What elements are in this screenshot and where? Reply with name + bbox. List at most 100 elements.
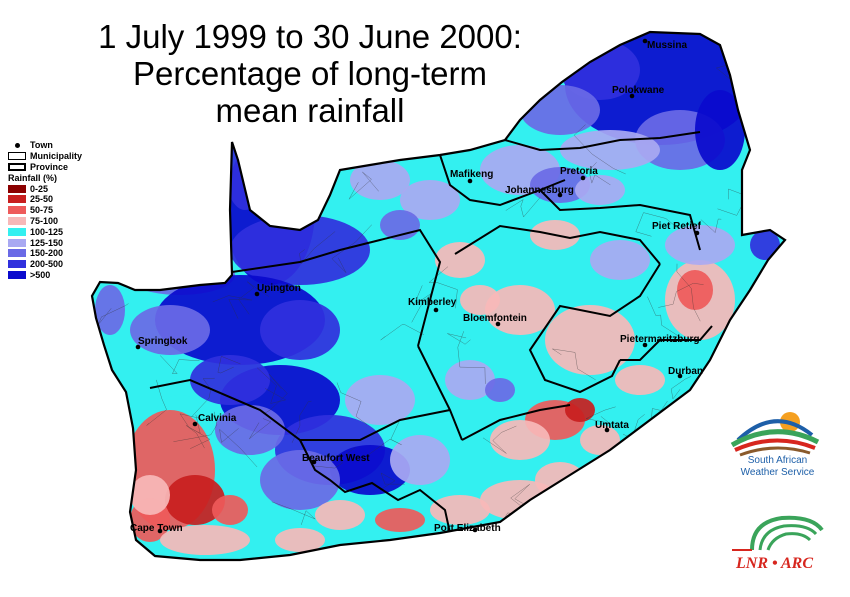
province-border [504, 131, 701, 152]
town-marker [135, 344, 141, 350]
legend-town: Town [8, 140, 118, 151]
legend-swatch [8, 227, 26, 236]
rain-zone [130, 305, 210, 355]
town-label: Springbok [138, 336, 188, 347]
town-marker [604, 427, 610, 433]
province-border [620, 325, 713, 361]
province-border [149, 378, 451, 441]
rain-zone [545, 305, 635, 375]
rain-zone [695, 90, 745, 170]
town-label: Piet Retief [652, 221, 702, 232]
municipality-line [647, 296, 683, 339]
province-border [454, 224, 661, 265]
rain-zone [260, 450, 340, 510]
municipality-line [219, 428, 258, 468]
rain-zone [160, 525, 250, 555]
town-marker [433, 307, 439, 313]
legend-class-label: 50-75 [30, 205, 54, 216]
legend-class-label: 125-150 [30, 237, 64, 248]
town-label: Beaufort West [302, 453, 370, 464]
rain-zone [215, 405, 285, 455]
legend-class-item: 100-125 [8, 226, 118, 237]
municipality-line [179, 413, 202, 434]
province-box-icon [8, 162, 26, 171]
municipality-line [314, 447, 356, 469]
province-border [528, 263, 661, 394]
rain-zone [230, 215, 370, 285]
rain-zone [435, 242, 485, 278]
title-line-2: Percentage of long-term [132, 55, 488, 92]
town-marker [629, 93, 635, 99]
arc-logo [732, 515, 824, 551]
municipality-line [146, 379, 167, 426]
legend-class-item: 25-50 [8, 194, 118, 205]
municipality-line [585, 406, 616, 424]
municipality-line [482, 425, 517, 454]
rain-zone [350, 160, 410, 200]
municipality-line [249, 418, 272, 440]
town-label: Mussina [647, 40, 687, 51]
town-label: Polokwane [612, 85, 665, 96]
legend-swatch [8, 195, 26, 204]
municipality-line [505, 197, 541, 218]
legend-class-label: >500 [30, 269, 51, 280]
municipality-line [299, 231, 336, 265]
legend-swatch [8, 216, 26, 225]
town-marker [642, 342, 648, 348]
legend-class-item: >500 [8, 270, 118, 281]
map-title: 1 July 1999 to 30 June 2000: Percentage … [60, 18, 560, 129]
arc-logo-text: LNR • ARC [735, 555, 814, 572]
municipality-line [368, 421, 402, 455]
rain-zone [260, 300, 340, 360]
legend-class-item: 125-150 [8, 237, 118, 248]
municipality-line [185, 425, 211, 449]
municipality-line [256, 367, 287, 404]
municipality-line [635, 212, 679, 237]
legend-swatch [8, 249, 26, 258]
municipality-line [380, 324, 425, 341]
town-marker [311, 459, 317, 465]
rain-zone [665, 225, 735, 265]
town-label: Bloemfontein [463, 313, 527, 324]
rain-zone [575, 175, 625, 205]
rain-zone [330, 445, 410, 495]
municipality-line [510, 483, 536, 511]
legend-swatch [8, 238, 26, 247]
municipality-line [447, 333, 471, 345]
municipality-line [238, 281, 269, 315]
town-label: Pretoria [560, 166, 598, 177]
rain-zone [375, 508, 425, 532]
town-marker [467, 178, 473, 184]
legend-swatch [8, 206, 26, 215]
town-marker [157, 528, 163, 534]
municipality-line [217, 355, 241, 374]
rain-zone [390, 435, 450, 485]
province-border [439, 154, 566, 207]
town-marker [254, 291, 260, 297]
legend-municipality-label: Municipality [30, 151, 83, 162]
legend-class-label: 150-200 [30, 248, 64, 259]
legend-province: Province [8, 162, 118, 173]
province-border [461, 404, 571, 441]
municipality-line [160, 355, 200, 374]
province-borders [149, 131, 713, 534]
rain-zone [400, 180, 460, 220]
rain-zone [750, 230, 780, 260]
title-line-3: mean rainfall [215, 92, 405, 129]
rain-zone [212, 495, 248, 525]
municipality-line [153, 210, 205, 225]
legend-municipality: Municipality [8, 151, 118, 162]
town-marker [192, 421, 198, 427]
legend-rainfall-heading-label: Rainfall (%) [8, 172, 58, 183]
legend-class-label: 75-100 [30, 215, 59, 226]
province-border [231, 228, 442, 347]
rain-zone [445, 360, 495, 400]
municipality-line [552, 348, 596, 381]
rain-zone [460, 285, 500, 315]
legend-class-item: 50-75 [8, 205, 118, 216]
rain-zone [615, 365, 665, 395]
rain-zone [315, 500, 365, 530]
rain-zone [485, 285, 555, 335]
town-marker [694, 230, 700, 236]
